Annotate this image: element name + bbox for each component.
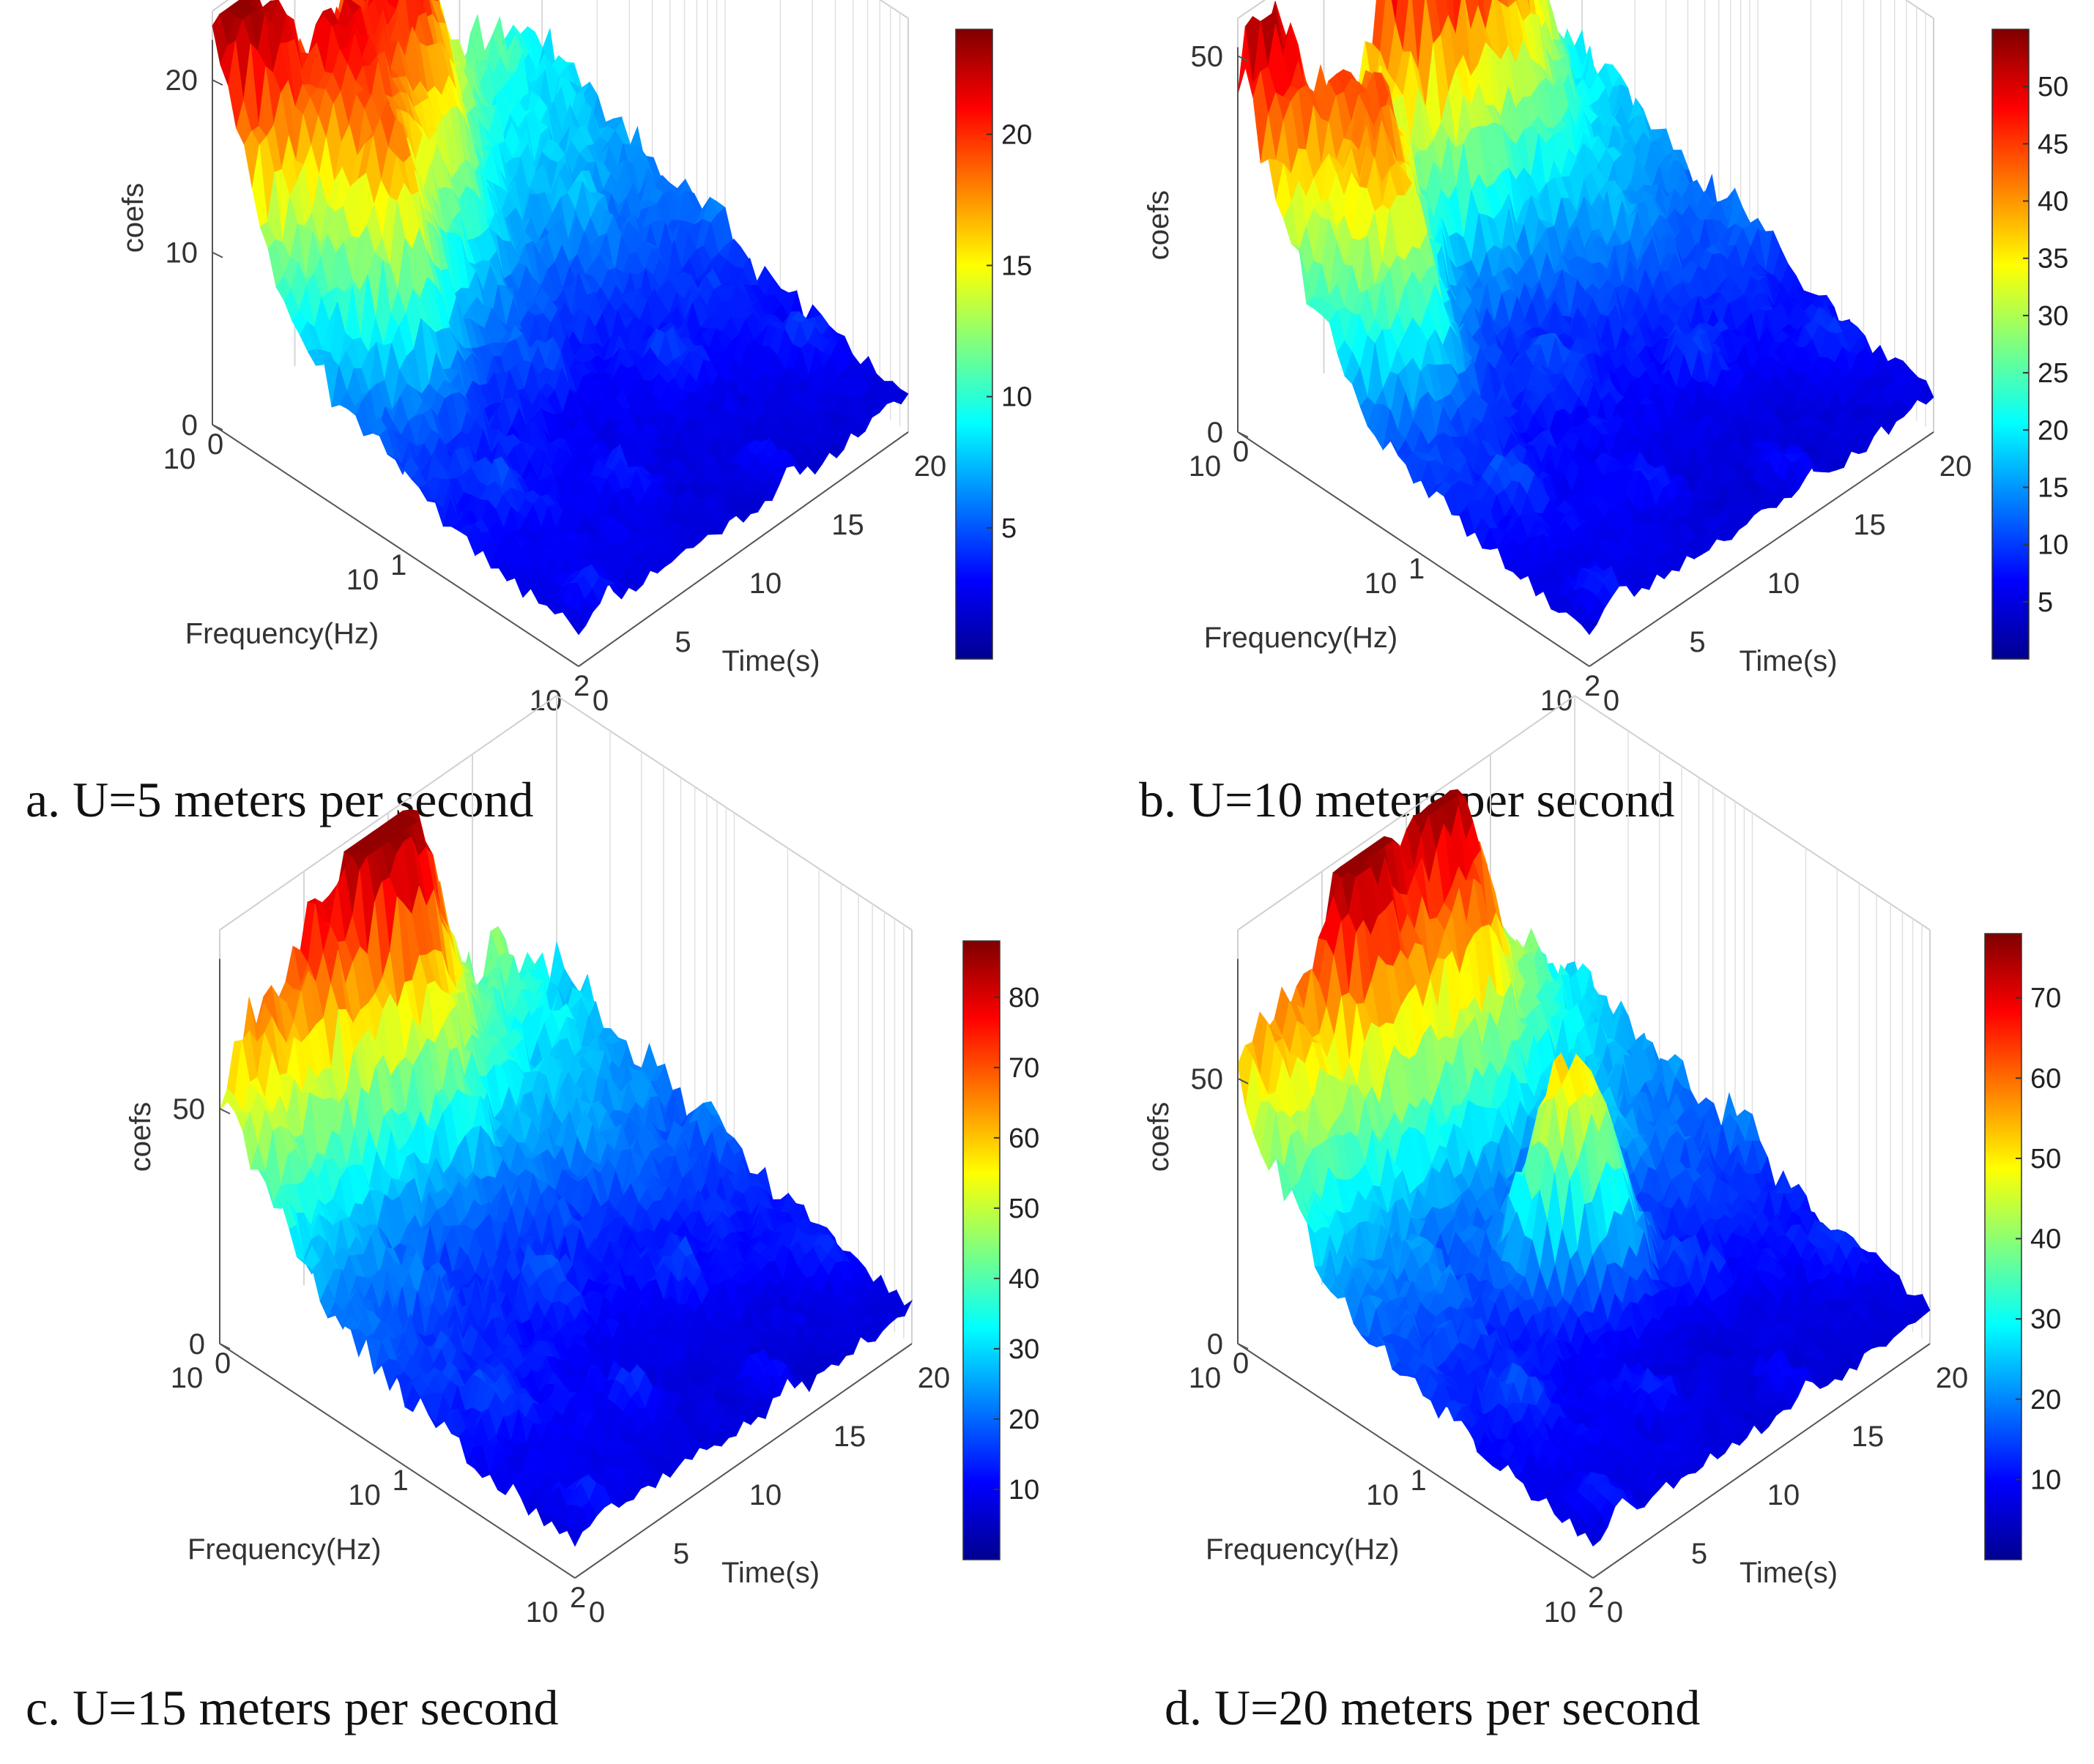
time-tick-label: 0 xyxy=(1603,685,1619,717)
z-axis-label: coefs xyxy=(117,183,149,253)
time-tick-label: 5 xyxy=(675,626,691,658)
time-axis-label: Time(s) xyxy=(1739,645,1837,677)
surface xyxy=(1238,0,1934,635)
frequency-axis-label: Frequency(Hz) xyxy=(1204,622,1398,654)
time-tick-label: 20 xyxy=(914,450,947,483)
frequency-tick-exponent: 0 xyxy=(207,428,223,461)
colorbar-gradient xyxy=(956,29,992,659)
frequency-tick-exponent: 2 xyxy=(1584,670,1600,702)
frequency-tick-label: 10 xyxy=(1189,450,1222,483)
frequency-tick-exponent: 0 xyxy=(1233,436,1249,468)
colorbar-tick-label: 20 xyxy=(2038,415,2068,446)
colorbar-tick-label: 15 xyxy=(2038,472,2068,503)
colorbar-tick-label: 45 xyxy=(2038,129,2068,160)
colorbar-tick-label: 5 xyxy=(2038,587,2053,618)
time-tick-label: 15 xyxy=(831,509,864,541)
colorbar-tick-label: 10 xyxy=(1001,382,1032,413)
time-tick-label: 0 xyxy=(593,685,609,717)
z-tick-label: 20 xyxy=(166,64,198,97)
colorbar-tick-label: 50 xyxy=(2038,72,2068,103)
time-tick-label: 10 xyxy=(749,567,782,600)
panel-caption: a. U=5 meters per second xyxy=(26,772,534,827)
z-tick-label: 0 xyxy=(182,409,198,442)
z-tick-mark xyxy=(212,80,223,85)
time-tick-label: 15 xyxy=(1853,509,1886,541)
surface xyxy=(212,0,908,635)
colorbar-tick-label: 20 xyxy=(1001,119,1032,150)
colorbar-tick-label: 10 xyxy=(2038,530,2068,561)
surface xyxy=(220,810,912,1547)
frequency-tick-exponent: 1 xyxy=(1408,553,1425,585)
time-tick-label: 20 xyxy=(1939,450,1972,483)
z-tick-label: 10 xyxy=(166,237,198,269)
colorbar: 5 10 15 20 25 30 35 40 45 50 xyxy=(1992,29,2068,659)
colorbar-tick-label: 40 xyxy=(2038,187,2068,217)
z-tick-mark xyxy=(212,253,223,258)
colorbar-tick-label: 25 xyxy=(2038,358,2068,389)
frequency-axis-label: Frequency(Hz) xyxy=(185,618,379,650)
time-axis-label: Time(s) xyxy=(721,645,820,677)
time-tick-label: 10 xyxy=(1767,567,1800,600)
colorbar: 5 10 15 20 xyxy=(956,29,1032,659)
z-tick-label: 50 xyxy=(1191,40,1224,72)
colorbar-tick-label: 30 xyxy=(2038,301,2068,332)
frequency-tick-label: 10 xyxy=(346,564,379,596)
z-tick-label: 0 xyxy=(1207,417,1223,449)
frequency-tick-exponent: 2 xyxy=(573,670,590,702)
frequency-tick-exponent: 1 xyxy=(390,549,406,581)
frequency-tick-label: 10 xyxy=(1365,567,1397,600)
time-tick-label: 5 xyxy=(1689,626,1705,658)
colorbar-tick-label: 15 xyxy=(1001,251,1032,282)
colorbar-tick-label: 35 xyxy=(2038,244,2068,275)
frequency-tick-label: 10 xyxy=(163,443,196,475)
z-axis-label: coefs xyxy=(1143,190,1175,261)
colorbar-gradient xyxy=(1992,29,2029,659)
colorbar-tick-label: 5 xyxy=(1001,513,1017,544)
